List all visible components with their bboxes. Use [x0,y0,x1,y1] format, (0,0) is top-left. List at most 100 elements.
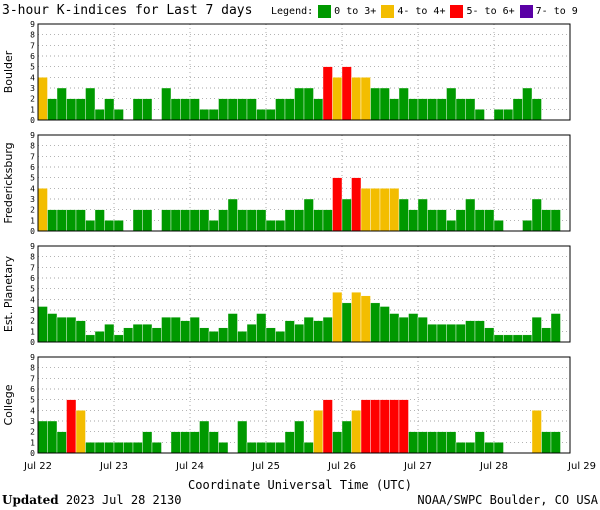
y-tick-label: 4 [30,406,35,415]
x-tick-label: Jul 27 [403,461,432,472]
k-index-bar [455,323,466,343]
k-index-bar [417,431,428,454]
k-index-bar [56,87,67,121]
k-index-bar [522,334,533,343]
y-tick-label: 5 [30,396,35,405]
x-tick-label: Jul 26 [327,461,356,472]
y-tick-label: 3 [30,417,35,426]
panel-title: Est. Planetary [2,255,15,332]
k-index-bar [275,442,286,454]
k-index-bar [132,323,143,343]
k-index-bar [180,209,191,232]
k-index-bar [465,198,476,232]
k-index-bar [341,66,352,121]
y-tick-label: 7 [30,152,35,161]
k-index-bar [180,98,191,121]
k-index-bar [218,98,229,121]
k-index-bar [417,98,428,121]
k-index-bar [132,98,143,121]
k-index-bar [208,220,219,232]
updated-value: 2023 Jul 28 2130 [65,493,182,507]
data-source: NOAA/SWPC Boulder, CO USA [417,493,598,507]
k-index-bar [85,442,96,454]
k-index-bar [313,98,324,121]
k-index-bar [265,442,276,454]
k-index-bar [427,323,438,343]
k-index-bar [550,209,561,232]
updated-label: Updated [2,493,59,507]
y-tick-label: 4 [30,184,35,193]
k-index-bar [351,77,362,121]
k-index-bar [484,442,495,454]
k-index-bar [37,420,48,454]
k-index-bar [66,98,77,121]
x-tick-label: Jul 24 [175,461,204,472]
k-index-bar [360,399,371,454]
y-tick-label: 7 [30,41,35,50]
k-index-bar [455,98,466,121]
k-index-bar [237,98,248,121]
k-index-bar [398,198,409,232]
k-index-bar [455,209,466,232]
y-tick-label: 6 [30,274,35,283]
k-index-bar [370,188,381,232]
y-tick-label: 6 [30,52,35,61]
k-index-bar [398,316,409,343]
k-index-bar [322,316,333,343]
k-index-bar [218,442,229,454]
k-index-bar [227,98,238,121]
k-index-bar [94,109,105,121]
k-index-bar [512,334,523,343]
k-index-bar [161,209,172,232]
updated-timestamp: Updated 2023 Jul 28 2130 [2,493,181,507]
y-tick-label: 2 [30,428,35,437]
k-index-bar [303,87,314,121]
k-index-bar [341,302,352,343]
k-index-bar [284,209,295,232]
k-index-bar [199,109,210,121]
k-index-bar [436,323,447,343]
x-tick-label: Jul 22 [23,461,52,472]
k-index-bar [465,320,476,343]
k-index-bar [227,313,238,343]
k-index-bar [37,77,48,121]
k-index-bar [237,420,248,454]
k-index-bar [484,327,495,343]
k-index-bar [275,220,286,232]
k-index-bar [47,209,58,232]
k-index-bar [94,331,105,343]
k-index-bar [275,331,286,343]
y-tick-label: 9 [30,131,35,140]
k-index-bar [389,399,400,454]
k-index-bar [132,209,143,232]
k-index-bar [161,87,172,121]
x-tick-label: Jul 28 [479,461,508,472]
k-index-bar [246,323,257,343]
y-tick-label: 1 [30,327,35,336]
k-index-bar [199,420,210,454]
k-index-bar [360,77,371,121]
k-index-bar [303,316,314,343]
k-index-bar [398,399,409,454]
k-index-bar [332,177,343,232]
k-index-bar [474,431,485,454]
y-tick-label: 2 [30,95,35,104]
y-tick-label: 5 [30,174,35,183]
k-index-bar [256,209,267,232]
k-index-bar [151,442,162,454]
x-axis-title: Coordinate Universal Time (UTC) [188,478,412,492]
k-index-bar [208,331,219,343]
panel-title: Fredericksburg [2,142,15,223]
k-index-bar [503,334,514,343]
k-index-bar [113,334,124,343]
k-index-bar [113,442,124,454]
legend-item-purple: 7- to 9 [535,6,578,17]
k-index-bar [170,316,181,343]
k-index-bar [256,109,267,121]
k-index-bar [408,431,419,454]
k-index-bar [47,313,58,343]
k-index-bar [142,323,153,343]
k-index-bar [541,209,552,232]
y-tick-label: 8 [30,364,35,373]
